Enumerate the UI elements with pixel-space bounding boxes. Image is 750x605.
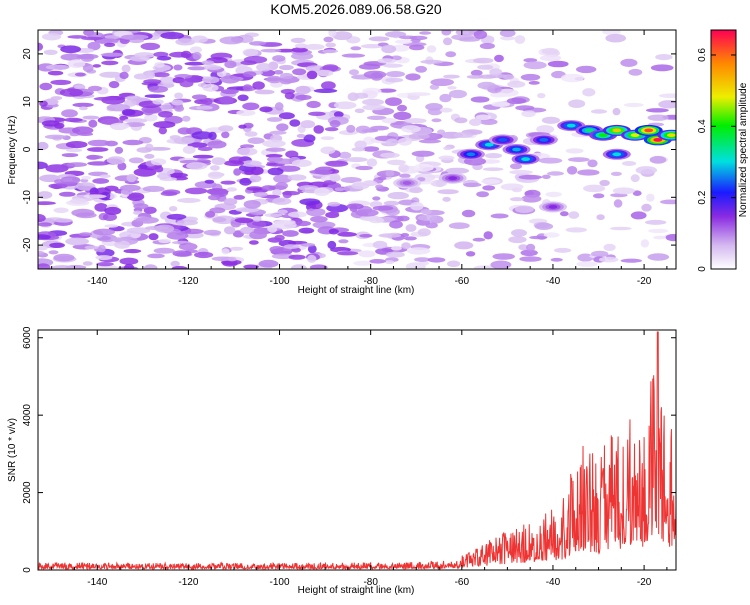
heatmap-hotspot	[502, 144, 531, 155]
snr-xlabel: Height of straight line (km)	[298, 585, 415, 596]
colorbar-tick-label: 0.6	[697, 48, 708, 62]
colorbar-tick-label: 0	[697, 266, 708, 272]
heatmap-hotspot	[602, 124, 631, 136]
colorbar-tick-label: 0.2	[697, 190, 708, 204]
heatmap-hotspot	[393, 177, 422, 189]
colorbar-tick-label: 0.4	[697, 119, 708, 133]
y-tick-label: -20	[22, 237, 33, 252]
heatmap-hotspot	[539, 201, 567, 213]
figure-title: KOM5.2026.089.06.58.G20	[270, 1, 441, 17]
heatmap-hotspot	[657, 129, 676, 141]
colorbar: 0 0.2 0.4 0.6 Normalized spectral amplitude	[697, 29, 749, 272]
y-tick-label: -10	[22, 190, 33, 205]
colorbar-gradient	[711, 30, 736, 269]
colorbar-label: Normalized spectral amplitude	[738, 82, 749, 217]
x-tick-label: -140	[87, 276, 107, 287]
y-tick-label: 20	[22, 48, 33, 60]
heatmap-hotspot	[488, 134, 517, 146]
heatmap-hotspot	[438, 172, 467, 184]
spectrogram-heatmap	[38, 30, 676, 269]
x-tick-label: -80	[363, 276, 378, 287]
snr-frame	[37, 329, 677, 571]
heatmap-hotspot	[456, 148, 485, 160]
snr-ticks: -140 -120 -100 -80 -60 -40 -20 0 2000 4000 6000	[22, 326, 676, 588]
snr-series-line	[38, 331, 676, 570]
x-tick-label: -80	[363, 577, 378, 588]
x-tick-label: -20	[637, 276, 652, 287]
heatmap-hotspot	[634, 124, 663, 136]
heatmap-hotspot	[602, 148, 631, 160]
x-tick-label: -60	[455, 276, 470, 287]
heatmap-hotspot	[511, 153, 540, 165]
spectrogram-ylabel: Frequency (Hz)	[7, 116, 18, 185]
spectrogram-xlabel: Height of straight line (km)	[298, 285, 415, 296]
x-tick-label: -40	[546, 276, 561, 287]
y-tick-label: 0	[22, 146, 33, 152]
y-tick-label: 0	[22, 567, 33, 573]
colorbar-frame	[710, 29, 737, 270]
heatmap-hotspot	[529, 134, 558, 146]
x-tick-label: -100	[270, 276, 290, 287]
x-tick-label: -40	[546, 577, 561, 588]
x-tick-label: -120	[178, 577, 198, 588]
x-tick-label: -100	[270, 577, 290, 588]
colorbar-ticks: 0 0.2 0.4 0.6	[697, 48, 736, 272]
y-tick-label: 10	[22, 96, 33, 108]
snr-panel: -140 -120 -100 -80 -60 -40 -20 0 2000 4000 6000 He…	[7, 326, 677, 596]
y-tick-label: 6000	[22, 326, 33, 349]
snr-ylabel: SNR (10 * v/v)	[7, 418, 18, 482]
y-tick-label: 4000	[22, 404, 33, 427]
y-tick-label: 2000	[22, 481, 33, 504]
x-tick-label: -20	[637, 577, 652, 588]
x-tick-label: -140	[87, 577, 107, 588]
x-tick-label: -60	[455, 577, 470, 588]
x-tick-label: -120	[178, 276, 198, 287]
